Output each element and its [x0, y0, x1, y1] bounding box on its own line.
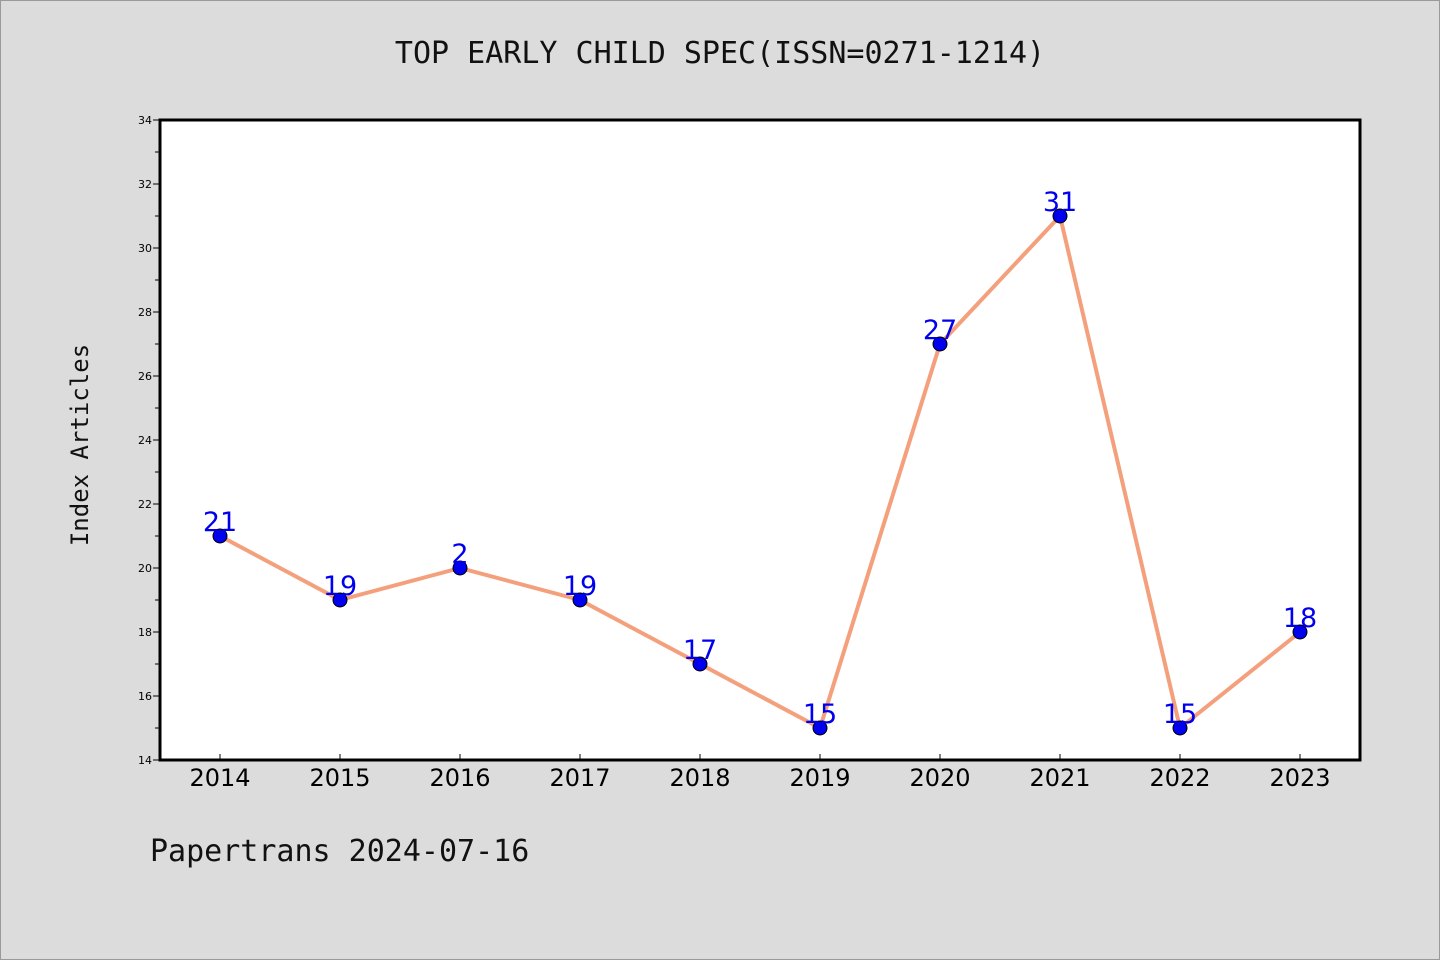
y-tick-label: 24: [138, 434, 152, 447]
data-point: [1052, 208, 1068, 224]
x-tick-label: 2023: [1269, 764, 1330, 792]
data-point: [572, 592, 588, 608]
x-tick-label: 2017: [549, 764, 610, 792]
data-point: [932, 336, 948, 352]
y-tick-label: 26: [138, 370, 152, 383]
data-point: [692, 656, 708, 672]
y-tick-label: 28: [138, 306, 152, 319]
y-tick-label: 14: [138, 754, 152, 767]
footer-credit: Papertrans 2024-07-16: [150, 834, 530, 869]
data-point: [332, 592, 348, 608]
data-label: 15: [803, 699, 837, 730]
series-layer: 21 19 2 19 17 15 27 31 15 18: [203, 187, 1317, 736]
chart-title: TOP EARLY CHILD SPEC(ISSN=0271-1214): [394, 36, 1046, 71]
data-label: 19: [323, 571, 357, 602]
data-label: 31: [1043, 187, 1077, 218]
x-tick-label: 2015: [309, 764, 370, 792]
x-tick-label: 2021: [1029, 764, 1090, 792]
data-point: [812, 720, 828, 736]
y-tick-label: 20: [138, 562, 152, 575]
y-tick-label: 16: [138, 690, 152, 703]
data-label: 2: [451, 539, 468, 570]
y-tick-label: 30: [138, 242, 152, 255]
data-point: [1292, 624, 1308, 640]
x-tick-label: 2014: [189, 764, 250, 792]
x-tick-label: 2022: [1149, 764, 1210, 792]
x-tick-label: 2019: [789, 764, 850, 792]
y-tick-label: 18: [138, 626, 152, 639]
x-tick-label: 2016: [429, 764, 490, 792]
plot-border: [158, 118, 1362, 762]
data-label: 21: [203, 507, 237, 538]
y-axis: 14 16 18 20 22 24 26 28 30 32 34: [138, 114, 160, 767]
series-line: [218, 214, 1302, 730]
y-tick-label: 22: [138, 498, 152, 511]
data-label: 17: [683, 635, 717, 666]
y-tick-label: 32: [138, 178, 152, 191]
data-label: 27: [923, 315, 957, 346]
data-label: 19: [563, 571, 597, 602]
x-tick-label: 2018: [669, 764, 730, 792]
data-point: [1172, 720, 1188, 736]
data-point: [212, 528, 228, 544]
data-label: 18: [1283, 603, 1317, 634]
plot-area: [160, 120, 1360, 760]
data-label: 15: [1163, 699, 1197, 730]
x-axis: 2014 2015 2016 2017 2018 2019 2020 2021 2022 2023: [189, 754, 1331, 792]
data-point: [452, 560, 468, 576]
y-tick-label: 34: [138, 114, 152, 127]
x-tick-label: 2020: [909, 764, 970, 792]
